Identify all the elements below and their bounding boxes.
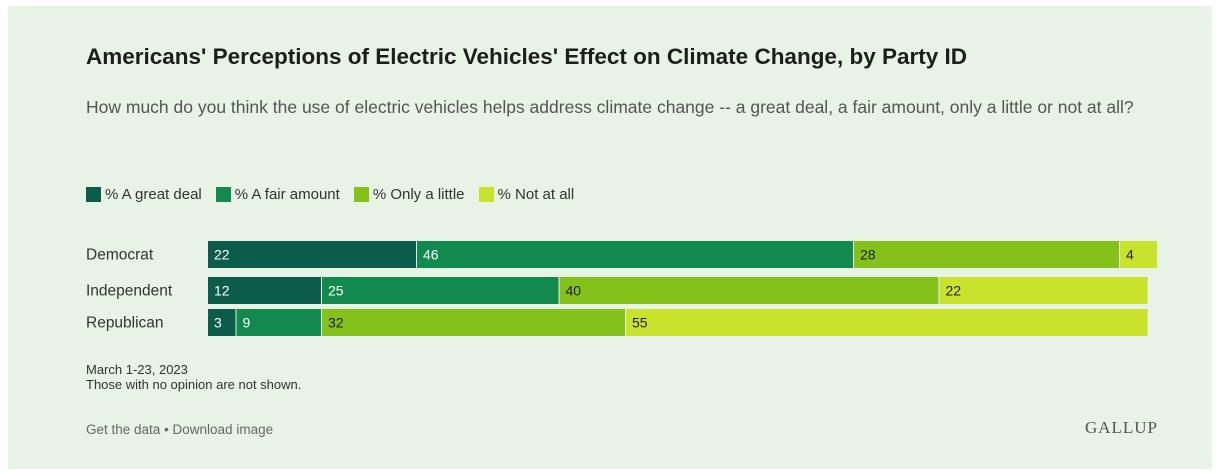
bar-separator	[1147, 309, 1149, 336]
legend-item-only-little: % Only a little	[353, 186, 465, 203]
bar-segment	[939, 277, 1149, 304]
legend-label: % Not at all	[497, 186, 575, 203]
legend-swatch	[86, 187, 101, 202]
survey-date: March 1-23, 2023	[86, 362, 188, 377]
legend-swatch	[215, 187, 231, 202]
bar-value-label: 22	[214, 247, 230, 263]
bar-segment	[236, 309, 322, 336]
bar-value-label: 22	[946, 283, 962, 299]
bar-separator	[1119, 241, 1120, 268]
legend-item-great-deal: % A great deal	[86, 186, 202, 203]
chart-note: March 1-23, 2023 Those with no opinion a…	[86, 362, 301, 392]
bar-value-label: 46	[423, 247, 439, 263]
bar-separator	[235, 309, 237, 336]
bar-value-label: 9	[243, 315, 251, 331]
bar-value-label: 28	[860, 247, 876, 263]
bar-value-label: 3	[214, 315, 222, 331]
bar-separator	[1147, 277, 1149, 304]
footer-links[interactable]: Get the data • Download image	[86, 422, 274, 437]
legend: % A great deal % A fair amount % Only a …	[86, 186, 574, 203]
legend-item-fair-amount: % A fair amount	[215, 186, 340, 203]
bar-value-label: 55	[632, 315, 648, 331]
bar-separator	[853, 241, 854, 268]
bar-value-label: 25	[328, 283, 344, 299]
bar-segment	[208, 277, 322, 304]
bar-separator	[558, 277, 560, 304]
bar-value-label: 12	[214, 283, 230, 299]
chart-title: Americans' Perceptions of Electric Vehic…	[86, 44, 967, 69]
bar-separator	[938, 277, 940, 304]
bar-value-label: 32	[328, 315, 344, 331]
legend-item-not-at-all: % Not at all	[478, 186, 575, 203]
category-label: Independent	[86, 283, 173, 300]
stacked-bar-chart: Democrat 22 46 28 4 Independent 12 25 40 22 Republ…	[86, 241, 1158, 336]
chart-card: Americans' Perceptions of Electric Vehic…	[8, 6, 1212, 469]
bar-segment	[322, 277, 560, 304]
bar-segment	[854, 241, 1120, 268]
bar-separator	[321, 309, 322, 336]
legend-swatch	[478, 187, 494, 202]
bar-value-label: 4	[1126, 247, 1134, 263]
bar-separator	[321, 277, 322, 304]
bar-segment	[208, 309, 237, 336]
legend-swatch	[353, 187, 369, 202]
bar-segment	[626, 309, 1149, 336]
bar-segment	[322, 309, 626, 336]
chart-subtitle: How much do you think the use of electri…	[86, 97, 1134, 117]
bar-value-label: 40	[566, 283, 582, 299]
category-label: Republican	[86, 315, 164, 332]
bar-segment	[417, 241, 854, 268]
no-opinion-note: Those with no opinion are not shown.	[86, 377, 302, 392]
gallup-logo: GALLUP	[1084, 418, 1158, 437]
legend-label: % A great deal	[105, 186, 202, 203]
category-label: Democrat	[86, 247, 154, 264]
bar-segment	[208, 241, 417, 268]
bar-separator	[416, 241, 417, 268]
legend-label: % Only a little	[372, 186, 465, 203]
bar-separator	[1157, 241, 1158, 268]
bar-separator	[625, 309, 626, 336]
bar-segment	[1120, 241, 1158, 268]
legend-label: % A fair amount	[234, 186, 340, 203]
bar-segment	[559, 277, 940, 304]
